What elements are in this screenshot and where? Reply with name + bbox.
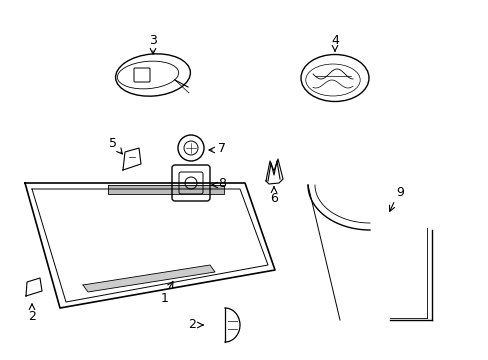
Text: 6: 6 <box>269 192 277 204</box>
Text: 9: 9 <box>395 185 403 198</box>
Text: 2: 2 <box>188 319 196 332</box>
Polygon shape <box>83 265 215 292</box>
Text: 3: 3 <box>149 33 157 46</box>
Text: 5: 5 <box>109 136 117 149</box>
Polygon shape <box>108 185 224 194</box>
Text: 7: 7 <box>218 141 225 154</box>
Text: 2: 2 <box>28 310 36 323</box>
Text: 4: 4 <box>330 33 338 46</box>
Text: 1: 1 <box>161 292 168 305</box>
Text: 8: 8 <box>218 176 225 189</box>
